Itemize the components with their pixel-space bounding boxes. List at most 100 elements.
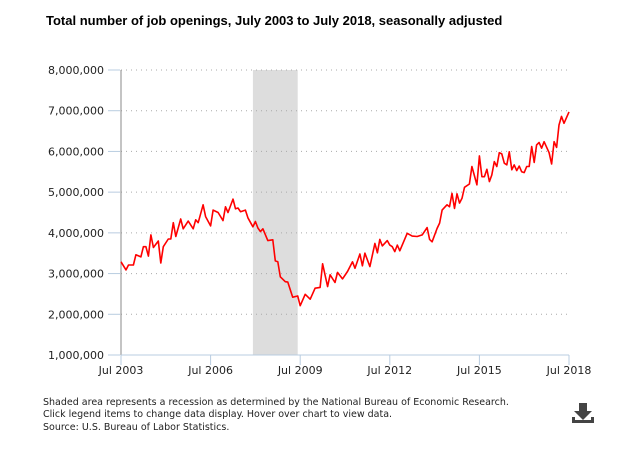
data-point[interactable] [215, 210, 221, 216]
data-point[interactable] [476, 153, 482, 159]
data-point[interactable] [173, 234, 179, 240]
data-point[interactable] [397, 248, 403, 254]
data-point[interactable] [145, 253, 151, 259]
data-point[interactable] [180, 226, 186, 232]
data-point[interactable] [320, 261, 326, 267]
data-point[interactable] [372, 240, 378, 246]
data-point[interactable] [466, 181, 472, 187]
data-point[interactable] [302, 291, 308, 297]
data-point[interactable] [566, 109, 572, 115]
data-point[interactable] [203, 214, 209, 220]
data-point[interactable] [225, 210, 231, 216]
data-point[interactable] [521, 170, 527, 176]
data-point[interactable] [250, 224, 256, 230]
data-point[interactable] [130, 262, 136, 268]
data-point[interactable] [437, 220, 443, 226]
data-point[interactable] [506, 149, 512, 155]
data-point[interactable] [200, 202, 206, 208]
data-point[interactable] [178, 216, 184, 222]
data-point[interactable] [352, 265, 358, 271]
data-point[interactable] [242, 207, 248, 213]
data-point[interactable] [377, 236, 383, 242]
data-point[interactable] [499, 151, 505, 157]
data-point[interactable] [454, 191, 460, 197]
data-point[interactable] [252, 218, 258, 224]
data-point[interactable] [150, 245, 156, 251]
data-point[interactable] [367, 264, 373, 270]
data-point[interactable] [340, 276, 346, 282]
data-point[interactable] [270, 237, 276, 243]
data-point[interactable] [439, 207, 445, 213]
download-button[interactable] [571, 402, 595, 424]
data-point[interactable] [260, 226, 266, 232]
data-point[interactable] [277, 274, 283, 280]
data-point[interactable] [559, 113, 565, 119]
data-point[interactable] [539, 145, 545, 151]
data-point[interactable] [494, 163, 500, 169]
data-point[interactable] [362, 250, 368, 256]
data-point[interactable] [285, 279, 291, 285]
data-point[interactable] [516, 163, 522, 169]
data-point[interactable] [290, 294, 296, 300]
data-point[interactable] [504, 162, 510, 168]
line-chart[interactable]: 1,000,000 2,000,000 3,000,000 4,000,000 5,00… [0, 0, 635, 390]
data-point[interactable] [484, 166, 490, 172]
data-point[interactable] [190, 226, 196, 232]
data-point[interactable] [344, 269, 350, 275]
recession-shading [252, 70, 298, 355]
data-point[interactable] [546, 150, 552, 156]
data-point[interactable] [158, 260, 164, 266]
data-point[interactable] [474, 182, 480, 188]
series-line[interactable] [120, 111, 570, 307]
data-point[interactable] [374, 250, 380, 256]
data-point[interactable] [531, 159, 537, 165]
source-note: Source: U.S. Bureau of Labor Statistics. [43, 421, 230, 433]
data-point[interactable] [335, 269, 341, 275]
data-point[interactable] [486, 179, 492, 185]
data-point[interactable] [461, 184, 467, 190]
data-point[interactable] [185, 218, 191, 224]
data-point[interactable] [379, 243, 385, 249]
data-point[interactable] [561, 120, 567, 126]
data-point[interactable] [452, 205, 458, 211]
data-point[interactable] [489, 172, 495, 178]
data-point[interactable] [317, 284, 323, 290]
data-point[interactable] [332, 280, 338, 286]
data-point[interactable] [459, 195, 465, 201]
data-point[interactable] [138, 254, 144, 260]
data-point[interactable] [549, 161, 555, 167]
data-point[interactable] [148, 232, 154, 238]
data-point[interactable] [195, 220, 201, 226]
data-point[interactable] [481, 174, 487, 180]
data-point[interactable] [429, 239, 435, 245]
data-point[interactable] [541, 139, 547, 145]
data-point[interactable] [526, 163, 532, 169]
data-point[interactable] [511, 162, 517, 168]
data-point[interactable] [554, 144, 560, 150]
data-point[interactable] [160, 244, 166, 250]
data-point[interactable] [295, 293, 301, 299]
data-point[interactable] [220, 218, 226, 224]
data-point[interactable] [245, 215, 251, 221]
data-point[interactable] [419, 232, 425, 238]
data-point[interactable] [469, 163, 475, 169]
data-point[interactable] [143, 244, 149, 250]
x-tick-label: Jul 2003 [98, 364, 144, 377]
data-point[interactable] [118, 259, 124, 265]
data-point[interactable] [307, 296, 313, 302]
data-point[interactable] [424, 225, 430, 231]
data-point[interactable] [297, 303, 303, 309]
data-point[interactable] [349, 259, 355, 265]
data-point[interactable] [394, 242, 400, 248]
data-point[interactable] [327, 272, 333, 278]
data-point[interactable] [551, 139, 557, 145]
data-point[interactable] [170, 220, 176, 226]
data-point[interactable] [434, 225, 440, 231]
data-point[interactable] [275, 259, 281, 265]
data-point[interactable] [208, 223, 214, 229]
data-point[interactable] [325, 284, 331, 290]
data-point[interactable] [359, 263, 365, 269]
data-point[interactable] [223, 204, 229, 210]
data-point[interactable] [230, 196, 236, 202]
data-point[interactable] [155, 238, 161, 244]
